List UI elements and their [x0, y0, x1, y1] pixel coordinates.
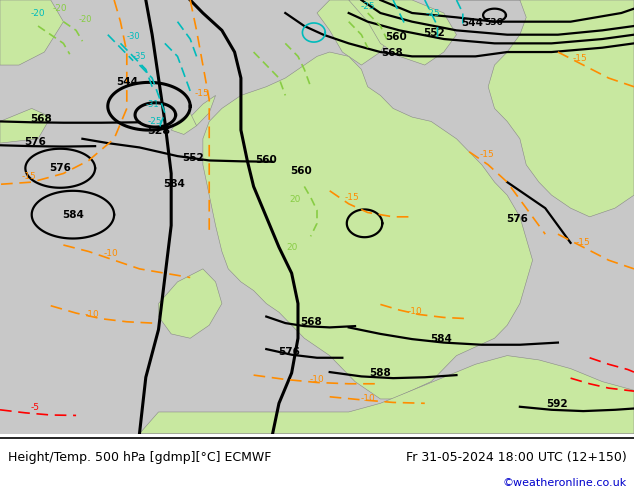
- Text: -20: -20: [79, 15, 93, 24]
- Text: 568: 568: [381, 49, 403, 58]
- Text: -25: -25: [360, 2, 375, 11]
- Text: -20: -20: [30, 8, 46, 18]
- Text: -5: -5: [30, 403, 39, 412]
- Text: 568: 568: [300, 317, 321, 327]
- Text: -10: -10: [103, 249, 119, 258]
- Text: -35: -35: [133, 52, 146, 61]
- Text: -30: -30: [126, 32, 140, 41]
- Text: -20: -20: [53, 4, 68, 13]
- Text: -25: -25: [425, 8, 440, 18]
- Text: -15: -15: [479, 150, 495, 159]
- Text: 576: 576: [278, 347, 300, 357]
- Text: 544: 544: [462, 18, 483, 27]
- Text: 560: 560: [385, 32, 407, 42]
- Text: -10: -10: [309, 375, 325, 384]
- Polygon shape: [139, 356, 634, 434]
- Text: -10: -10: [360, 393, 375, 403]
- Text: Fr 31-05-2024 18:00 UTC (12+150): Fr 31-05-2024 18:00 UTC (12+150): [406, 451, 626, 464]
- Text: -15: -15: [573, 54, 588, 63]
- Text: 588: 588: [370, 368, 391, 378]
- Polygon shape: [190, 96, 216, 126]
- Text: 20: 20: [289, 195, 301, 204]
- Text: ©weatheronline.co.uk: ©weatheronline.co.uk: [502, 478, 626, 488]
- Text: -10: -10: [408, 307, 423, 316]
- Text: -15: -15: [21, 172, 36, 181]
- Polygon shape: [349, 0, 456, 65]
- Text: 560: 560: [290, 166, 312, 176]
- Text: 584: 584: [430, 334, 451, 344]
- Polygon shape: [158, 269, 222, 338]
- Text: 576: 576: [49, 163, 71, 173]
- Text: 552: 552: [183, 153, 204, 163]
- Text: Height/Temp. 500 hPa [gdmp][°C] ECMWF: Height/Temp. 500 hPa [gdmp][°C] ECMWF: [8, 451, 271, 464]
- Text: 20: 20: [286, 243, 297, 252]
- Text: -25: -25: [148, 117, 163, 126]
- Polygon shape: [0, 108, 51, 143]
- Text: 576: 576: [506, 214, 527, 223]
- Text: 584: 584: [62, 210, 84, 220]
- Text: 592: 592: [546, 399, 567, 409]
- Text: -10: -10: [84, 310, 100, 319]
- Text: 560: 560: [256, 154, 277, 165]
- Polygon shape: [0, 0, 63, 65]
- Polygon shape: [203, 52, 533, 399]
- Text: 576: 576: [24, 137, 46, 147]
- Text: -15: -15: [576, 238, 591, 247]
- Polygon shape: [456, 0, 634, 217]
- Text: 528: 528: [147, 126, 170, 136]
- Text: 552: 552: [424, 28, 445, 38]
- Text: 536: 536: [484, 18, 503, 27]
- Text: -31: -31: [145, 99, 159, 109]
- Text: -15: -15: [194, 89, 209, 98]
- Polygon shape: [171, 113, 197, 134]
- Polygon shape: [317, 0, 393, 65]
- Text: 584: 584: [164, 179, 185, 189]
- Text: 568: 568: [30, 114, 52, 124]
- Text: 544: 544: [116, 77, 138, 87]
- Text: -15: -15: [344, 193, 359, 202]
